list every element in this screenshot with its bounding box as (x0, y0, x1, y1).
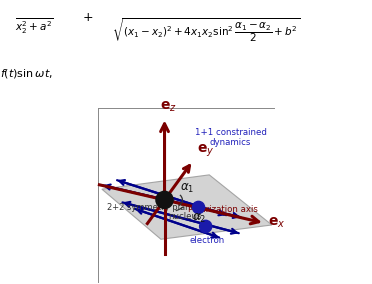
Text: $\mathbf{e}_x$: $\mathbf{e}_x$ (268, 216, 286, 230)
Text: $+$: $+$ (82, 11, 93, 24)
Text: $\alpha_2$: $\alpha_2$ (192, 212, 206, 225)
Text: Polarization axis: Polarization axis (188, 205, 257, 214)
Circle shape (200, 220, 212, 233)
Text: $f(t)\sin\omega t,$: $f(t)\sin\omega t,$ (0, 67, 53, 80)
Text: $\sqrt{(x_1-x_2)^2 + 4x_1x_2\sin^2\dfrac{\alpha_1-\alpha_2}{2} + b^2}$: $\sqrt{(x_1-x_2)^2 + 4x_1x_2\sin^2\dfrac… (112, 16, 300, 44)
Circle shape (156, 191, 173, 208)
Text: $\alpha_1$: $\alpha_1$ (180, 182, 194, 195)
Text: $\mathbf{e}_y$: $\mathbf{e}_y$ (197, 143, 214, 159)
Text: 2+2 symmetry plane: 2+2 symmetry plane (107, 204, 196, 212)
Polygon shape (102, 175, 272, 239)
Text: $\mathbf{e}_z$: $\mathbf{e}_z$ (160, 100, 177, 114)
Text: electron: electron (190, 236, 225, 245)
Text: nucleus: nucleus (168, 212, 202, 221)
Circle shape (192, 201, 205, 214)
Text: $\overline{x_2^2 + a^2}$: $\overline{x_2^2 + a^2}$ (15, 16, 53, 36)
Text: 1+1 constrained
dynamics: 1+1 constrained dynamics (195, 128, 266, 147)
